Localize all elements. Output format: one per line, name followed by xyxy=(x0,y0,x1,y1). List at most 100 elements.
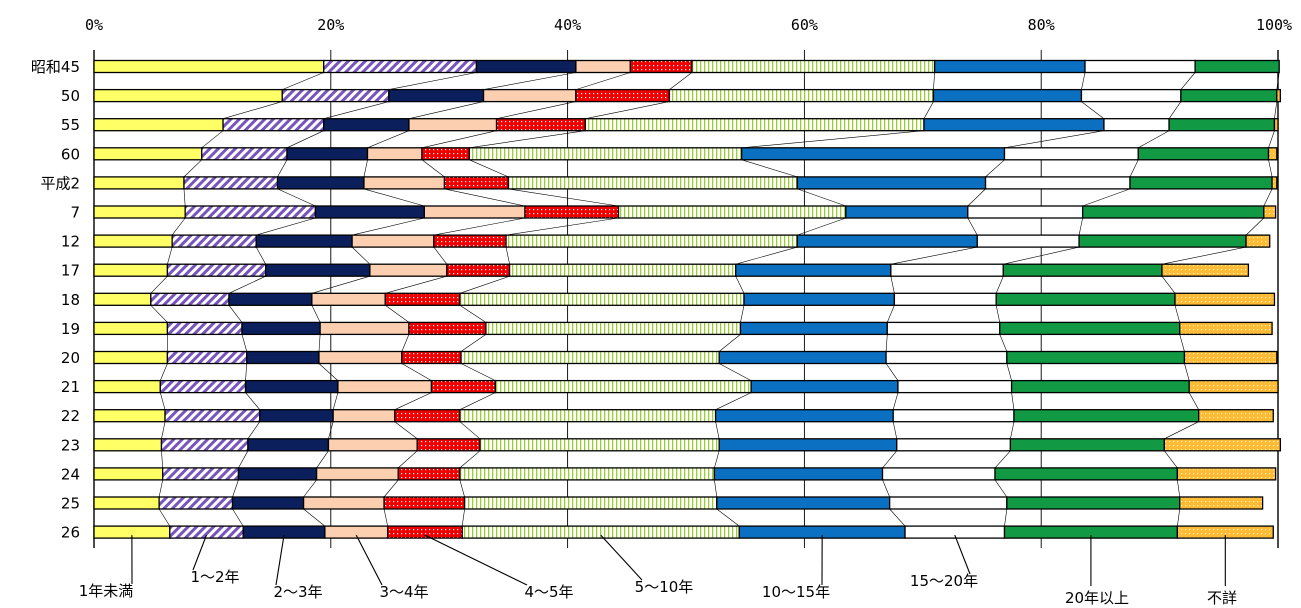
connector-line xyxy=(303,479,317,498)
bar-segment xyxy=(718,438,898,452)
connector-line xyxy=(1164,421,1199,440)
bar-segment xyxy=(479,438,720,452)
connector-line xyxy=(161,421,166,439)
bar-segment xyxy=(1137,147,1270,161)
bar-segment xyxy=(1006,350,1186,365)
connector-line xyxy=(889,508,906,527)
bar-segment xyxy=(459,292,745,306)
category-label: 50 xyxy=(61,87,80,105)
connector-line xyxy=(1184,363,1190,381)
legend-label: 1年未満 xyxy=(79,582,134,600)
bar-segment xyxy=(999,321,1181,336)
bar-segment xyxy=(327,438,418,452)
connector-line xyxy=(444,188,526,207)
connector-line xyxy=(277,159,288,178)
connector-line xyxy=(1164,450,1178,469)
bar-segment xyxy=(388,88,485,103)
bar-segment xyxy=(1161,263,1250,277)
connector-line xyxy=(1268,130,1275,148)
connector-line xyxy=(363,159,368,177)
bar-segment xyxy=(302,496,385,510)
bar-segment xyxy=(315,467,399,481)
connector-line xyxy=(1161,246,1247,265)
connector-line xyxy=(459,392,496,410)
bar-segment xyxy=(1010,379,1190,394)
bar-segment xyxy=(265,263,371,277)
x-tick-label: 80% xyxy=(1028,16,1055,34)
bar-segment xyxy=(351,234,435,248)
connector-line xyxy=(923,101,934,119)
bar-segment xyxy=(994,467,1179,481)
category-label: 25 xyxy=(61,495,80,513)
bar-segment xyxy=(1103,118,1170,132)
bar-segment xyxy=(482,88,577,103)
connector-lines xyxy=(150,72,1280,527)
connector-line xyxy=(459,421,481,440)
bar-segment xyxy=(93,438,163,452)
connector-line xyxy=(741,159,798,178)
bar-segment xyxy=(184,205,317,219)
legend-leader xyxy=(954,534,971,575)
bar-segment xyxy=(468,147,743,161)
bar-segment xyxy=(93,176,185,190)
bar-segment xyxy=(383,496,466,510)
bar-segment xyxy=(1006,496,1181,510)
bar-segment xyxy=(967,205,1084,219)
connector-line xyxy=(150,305,168,323)
connector-line xyxy=(505,247,510,265)
connector-line xyxy=(277,188,316,207)
bar-segment xyxy=(796,176,987,190)
bar-segment xyxy=(739,321,888,336)
bar-segment xyxy=(93,467,164,481)
bar-segment xyxy=(1267,147,1278,161)
legend: 1年未満 1～2年 2～3年 3～4年 4～5年 5～10年 10～15年 15～20年 20年… xyxy=(79,534,1237,607)
connector-line xyxy=(160,363,168,381)
category-label: 23 xyxy=(61,436,80,454)
bar-segment xyxy=(1194,59,1280,74)
bar-segment xyxy=(1168,118,1276,132)
bar-segment xyxy=(93,350,169,365)
bar-segment xyxy=(750,379,899,394)
connector-line xyxy=(459,479,465,498)
connector-line xyxy=(994,479,1008,498)
connector-line xyxy=(1004,508,1008,527)
connector-line xyxy=(352,217,425,236)
connector-line xyxy=(183,188,186,207)
bar-segment xyxy=(93,59,325,74)
bar-segment xyxy=(159,379,247,394)
connector-line xyxy=(1004,130,1105,149)
connector-line xyxy=(303,508,326,527)
bar-segment xyxy=(984,176,1131,190)
category-label: 7 xyxy=(70,204,80,222)
connector-line xyxy=(967,188,986,207)
bar-segment xyxy=(691,59,936,74)
bar-segment xyxy=(524,205,620,219)
connector-line xyxy=(408,101,484,119)
connector-line xyxy=(575,72,631,90)
connector-line xyxy=(1081,72,1086,90)
bar-segment xyxy=(1276,88,1282,103)
connector-line xyxy=(719,363,752,381)
connector-line xyxy=(669,72,693,90)
connector-line xyxy=(1274,101,1278,119)
bar-segment xyxy=(1163,438,1282,452)
connector-line xyxy=(222,101,283,119)
bar-segment xyxy=(1179,321,1273,336)
bar-segment xyxy=(796,234,978,248)
connector-line xyxy=(241,334,248,352)
bar-segment xyxy=(93,88,283,103)
bar-segment xyxy=(241,321,321,336)
connector-line xyxy=(383,479,399,498)
connector-line xyxy=(228,305,243,323)
legend-label: 5～10年 xyxy=(635,578,694,596)
connector-line xyxy=(459,450,481,469)
bar-segment xyxy=(164,409,261,423)
bar-segment xyxy=(575,59,632,74)
category-label: 60 xyxy=(61,145,80,163)
category-label: 平成2 xyxy=(40,174,80,192)
bar-segment xyxy=(1084,59,1196,74)
bar-segment xyxy=(507,176,798,190)
bar-segment xyxy=(231,496,305,510)
bar-segment xyxy=(896,438,1012,452)
bar-segment xyxy=(584,118,925,132)
